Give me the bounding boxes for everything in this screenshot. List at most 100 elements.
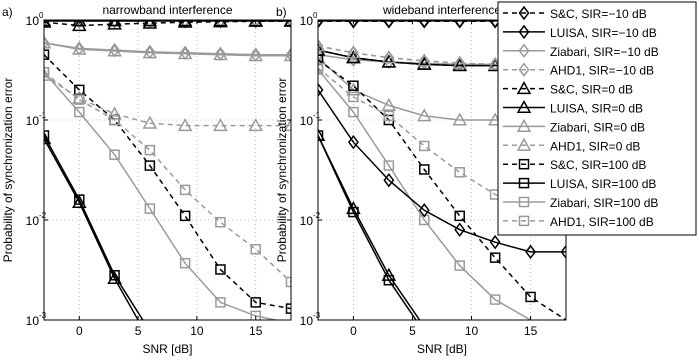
x-axis-label: SNR [dB]	[142, 342, 192, 356]
data-point	[248, 48, 263, 62]
legend-label: AHD1, SIR=−10 dB	[550, 64, 654, 78]
legend-marker	[518, 196, 530, 208]
data-point	[44, 49, 50, 60]
data-point	[454, 222, 466, 237]
data-point	[107, 43, 122, 57]
legend-marker	[516, 81, 532, 95]
data-point	[179, 210, 191, 222]
data-point	[347, 134, 359, 150]
data-point	[318, 42, 326, 56]
legend-label: LUISA, SIR=0 dB	[550, 102, 643, 116]
panel-title: wideband interference	[382, 3, 501, 17]
data-point	[489, 20, 501, 29]
data-point	[44, 131, 52, 145]
data-point	[417, 53, 432, 67]
data-point	[44, 35, 52, 49]
y-tick-exponent: -2	[313, 211, 321, 220]
y-axis-label: Probability of synchronization error	[275, 78, 289, 263]
legend-entry: AHD1, SIR=−10 dB	[503, 62, 654, 78]
legend-label: Ziabari, SIR=0 dB	[550, 120, 645, 134]
legend: S&C, SIR=−10 dB LUISA, SIR=−10 dB Ziabari,…	[497, 1, 697, 236]
legend-box	[497, 1, 697, 236]
data-point	[142, 115, 158, 129]
data-point	[419, 164, 430, 175]
y-tick-label: 10	[300, 14, 314, 28]
x-tick-label: 5	[135, 324, 142, 338]
data-point	[347, 20, 359, 29]
y-tick-exponent: -3	[39, 311, 47, 320]
legend-entry: AHD1, SIR=100 dB	[503, 215, 654, 229]
data-point	[144, 203, 156, 214]
data-point	[213, 118, 228, 132]
data-point	[346, 45, 361, 59]
legend-label: Ziabari, SIR=100 dB	[550, 196, 658, 210]
data-point	[144, 144, 156, 156]
data-point	[109, 114, 120, 126]
series-line	[44, 138, 139, 320]
legend-marker	[518, 43, 530, 59]
data-point	[250, 243, 261, 255]
data-point	[72, 41, 87, 55]
panel-label: b)	[276, 5, 287, 19]
y-tick-exponent: -3	[313, 311, 321, 320]
legend-marker	[518, 177, 530, 189]
x-axis-label: SNR [dB]	[417, 342, 467, 356]
data-point	[109, 149, 120, 160]
data-point	[248, 118, 263, 132]
data-point	[348, 80, 359, 92]
data-point	[454, 210, 465, 222]
y-tick-label: 10	[300, 114, 314, 128]
legend-label: LUISA, SIR=100 dB	[550, 177, 656, 191]
data-point	[142, 20, 158, 29]
y-tick-label: 10	[26, 14, 40, 28]
y-tick-label: 10	[300, 214, 314, 228]
series-line	[318, 69, 531, 320]
y-tick-exponent: 0	[39, 11, 44, 20]
data-point	[454, 20, 466, 29]
y-tick-label: 10	[26, 114, 40, 128]
data-point	[381, 267, 397, 281]
data-point	[348, 91, 359, 103]
data-point	[107, 270, 122, 285]
data-point	[215, 216, 226, 228]
data-point	[144, 160, 156, 171]
data-point	[318, 62, 324, 74]
data-point	[74, 94, 85, 105]
series-line	[44, 135, 144, 320]
data-point	[452, 112, 467, 126]
legend-marker	[516, 99, 532, 114]
legend-label: S&C, SIR=−10 dB	[550, 7, 647, 21]
data-point	[44, 130, 50, 141]
data-point	[383, 160, 395, 171]
legend-entry: LUISA, SIR=0 dB	[503, 99, 643, 116]
series-line	[44, 71, 276, 320]
x-tick-label: 15	[524, 324, 538, 338]
legend-marker	[518, 62, 530, 77]
legend-marker	[516, 118, 532, 132]
data-point	[417, 108, 432, 122]
x-tick-label: 0	[76, 324, 83, 338]
y-tick-exponent: -2	[39, 211, 47, 220]
data-point	[381, 97, 397, 111]
series-line	[318, 135, 417, 320]
data-point	[107, 106, 122, 120]
data-point	[74, 106, 85, 118]
data-point	[560, 244, 566, 260]
legend-label: S&C, SIR=0 dB	[550, 83, 633, 97]
y-tick-label: 10	[26, 214, 40, 228]
data-point	[381, 54, 397, 68]
data-point	[44, 67, 50, 78]
data-point	[489, 252, 501, 263]
data-point	[383, 172, 395, 188]
y-tick-exponent: -1	[39, 111, 47, 120]
series-line	[44, 42, 291, 56]
series-line	[318, 135, 421, 320]
data-point	[283, 118, 291, 132]
panel-title: narrowband interference	[102, 3, 232, 17]
data-point	[250, 20, 262, 29]
data-point	[285, 303, 291, 314]
data-point	[489, 294, 501, 305]
data-point	[285, 47, 291, 62]
